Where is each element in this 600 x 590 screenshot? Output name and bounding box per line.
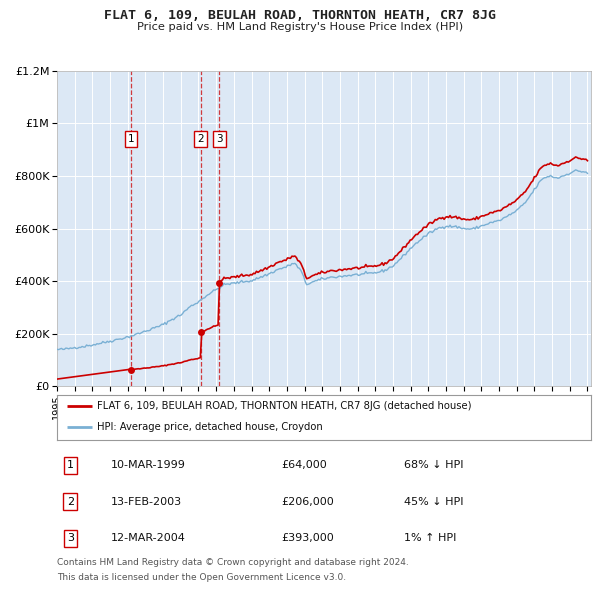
Text: £206,000: £206,000 — [281, 497, 334, 507]
Text: 13-FEB-2003: 13-FEB-2003 — [110, 497, 182, 507]
Text: 12-MAR-2004: 12-MAR-2004 — [110, 533, 185, 543]
Text: 68% ↓ HPI: 68% ↓ HPI — [404, 460, 464, 470]
Text: HPI: Average price, detached house, Croydon: HPI: Average price, detached house, Croy… — [97, 422, 323, 432]
Text: Contains HM Land Registry data © Crown copyright and database right 2024.: Contains HM Land Registry data © Crown c… — [57, 558, 409, 567]
Text: FLAT 6, 109, BEULAH ROAD, THORNTON HEATH, CR7 8JG (detached house): FLAT 6, 109, BEULAH ROAD, THORNTON HEATH… — [97, 401, 472, 411]
Text: £393,000: £393,000 — [281, 533, 334, 543]
Text: 45% ↓ HPI: 45% ↓ HPI — [404, 497, 464, 507]
Text: This data is licensed under the Open Government Licence v3.0.: This data is licensed under the Open Gov… — [57, 573, 346, 582]
Text: £64,000: £64,000 — [281, 460, 327, 470]
Text: FLAT 6, 109, BEULAH ROAD, THORNTON HEATH, CR7 8JG: FLAT 6, 109, BEULAH ROAD, THORNTON HEATH… — [104, 9, 496, 22]
Text: 1: 1 — [128, 134, 134, 144]
Text: 3: 3 — [67, 533, 74, 543]
Text: 1% ↑ HPI: 1% ↑ HPI — [404, 533, 457, 543]
Text: 2: 2 — [197, 134, 204, 144]
Text: 3: 3 — [216, 134, 223, 144]
Text: 1: 1 — [67, 460, 74, 470]
Text: Price paid vs. HM Land Registry's House Price Index (HPI): Price paid vs. HM Land Registry's House … — [137, 22, 463, 32]
Text: 2: 2 — [67, 497, 74, 507]
Text: 10-MAR-1999: 10-MAR-1999 — [110, 460, 185, 470]
